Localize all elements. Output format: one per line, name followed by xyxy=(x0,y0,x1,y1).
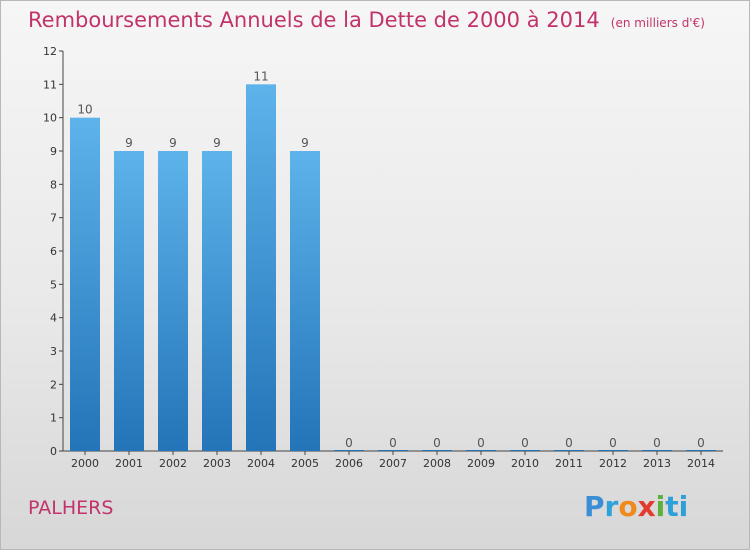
bar xyxy=(642,450,672,451)
bar-value-label: 0 xyxy=(697,436,705,450)
bar xyxy=(334,450,364,451)
x-tick-label: 2006 xyxy=(335,457,363,470)
logo-letter: x xyxy=(637,490,656,523)
bar-value-label: 9 xyxy=(213,136,221,150)
bar-value-label: 0 xyxy=(653,436,661,450)
bar xyxy=(466,450,496,451)
bar xyxy=(378,450,408,451)
bar-value-label: 10 xyxy=(77,103,92,117)
bar-value-label: 9 xyxy=(125,136,133,150)
bar xyxy=(114,151,144,451)
y-tick-label: 2 xyxy=(50,378,57,391)
y-tick-label: 0 xyxy=(50,445,57,458)
bar xyxy=(554,450,584,451)
chart-title: Remboursements Annuels de la Dette de 20… xyxy=(28,8,600,32)
labels: 2000 10 2001 9 2002 9 2003 9 2004 11 2005 9 2006 0 200… xyxy=(71,69,715,470)
bar-value-label: 0 xyxy=(565,436,573,450)
logo-letter: i xyxy=(655,490,666,523)
bar-value-label: 0 xyxy=(345,436,353,450)
y-tick-label: 9 xyxy=(50,145,57,158)
logo-letter: o xyxy=(618,490,638,523)
logo-letter: P xyxy=(584,490,605,523)
x-tick-label: 2009 xyxy=(467,457,495,470)
bar xyxy=(510,450,540,451)
y-tick-label: 6 xyxy=(50,245,57,258)
proxiti-logo[interactable]: Proxiti xyxy=(584,490,688,523)
y-tick-label: 1 xyxy=(50,412,57,425)
y-tick-label: 7 xyxy=(50,212,57,225)
x-tick-label: 2007 xyxy=(379,457,407,470)
x-tick-label: 2004 xyxy=(247,457,275,470)
bar xyxy=(598,450,628,451)
bar-value-label: 0 xyxy=(477,436,485,450)
chart-subtitle: (en milliers d'€) xyxy=(610,16,705,30)
bar-value-label: 9 xyxy=(301,136,309,150)
bars xyxy=(70,84,716,452)
x-tick-label: 2014 xyxy=(687,457,715,470)
bar xyxy=(202,151,232,451)
y-tick-label: 10 xyxy=(43,112,57,125)
x-tick-label: 2002 xyxy=(159,457,187,470)
x-tick-label: 2011 xyxy=(555,457,583,470)
x-tick-label: 2000 xyxy=(71,457,99,470)
x-tick-label: 2001 xyxy=(115,457,143,470)
y-tick-label: 8 xyxy=(50,178,57,191)
x-tick-label: 2008 xyxy=(423,457,451,470)
y-tick-label: 12 xyxy=(43,45,57,58)
y-tick-label: 11 xyxy=(43,78,57,91)
x-tick-label: 2012 xyxy=(599,457,627,470)
x-tick-label: 2013 xyxy=(643,457,671,470)
title-line: Remboursements Annuels de la Dette de 20… xyxy=(28,8,705,32)
bar-value-label: 0 xyxy=(609,436,617,450)
logo-letter: r xyxy=(604,490,619,523)
bar-value-label: 9 xyxy=(169,136,177,150)
bar-value-label: 0 xyxy=(521,436,529,450)
bar xyxy=(158,151,188,451)
bar xyxy=(686,450,716,451)
x-tick-label: 2005 xyxy=(291,457,319,470)
y-tick-label: 5 xyxy=(50,278,57,291)
x-tick-label: 2010 xyxy=(511,457,539,470)
y-tick-label: 4 xyxy=(50,312,57,325)
bar xyxy=(70,117,100,452)
bar-value-label: 0 xyxy=(389,436,397,450)
y-tick-label: 3 xyxy=(50,345,57,358)
bar xyxy=(290,151,320,451)
logo-letter: ti xyxy=(665,490,689,523)
bar-value-label: 11 xyxy=(253,69,268,83)
commune-name: PALHERS xyxy=(28,497,114,519)
bar xyxy=(422,450,452,451)
bar-value-label: 0 xyxy=(433,436,441,450)
bar xyxy=(246,84,276,451)
x-tick-label: 2003 xyxy=(203,457,231,470)
